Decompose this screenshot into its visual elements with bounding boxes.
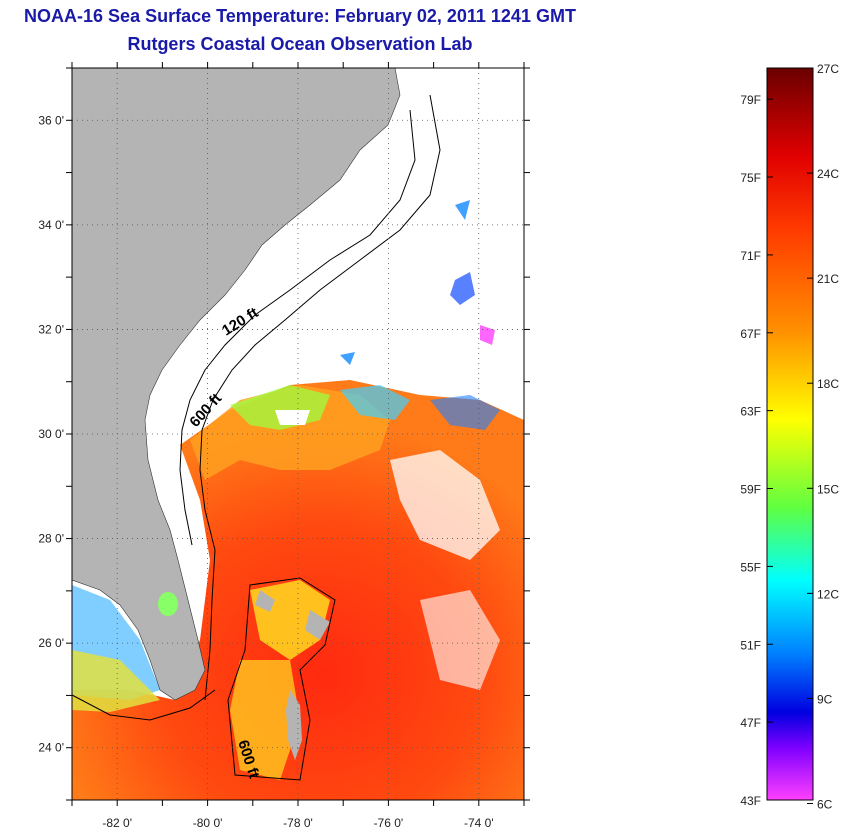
contour-120ft	[179, 109, 416, 546]
lat-tick-label: 26 0'	[38, 636, 64, 650]
colorbar-c-label: 15C	[817, 482, 839, 496]
lon-tick-label: -82 0'	[102, 816, 132, 830]
colorbar-f-label: 43F	[740, 794, 761, 808]
sst-bahamas-bank-2	[230, 660, 300, 780]
colorbar-c-label: 9C	[817, 692, 833, 706]
colorbar-c-label: 24C	[817, 167, 839, 181]
colorbar-ticks: 79F 75F 71F 67F 63F 59F 55F 51F 47F 43F 27C 24C 21C 1…	[740, 62, 839, 812]
page-subtitle: Rutgers Coastal Ocean Observation Lab	[127, 34, 473, 54]
lat-tick-label: 24 0'	[38, 741, 64, 755]
colorbar-f-label: 51F	[740, 638, 761, 652]
land-bahamas-3	[255, 590, 275, 612]
sst-fleck	[455, 200, 470, 220]
colorbar-f-label: 75F	[740, 171, 761, 185]
lat-tick-label: 28 0'	[38, 532, 64, 546]
contour-gulf	[72, 689, 216, 721]
colorbar-f-label: 63F	[740, 405, 761, 419]
lat-tick-label: 30 0'	[38, 427, 64, 441]
lon-tick-label: -80 0'	[193, 816, 223, 830]
lat-tick-label: 34 0'	[38, 218, 64, 232]
map-frame	[71, 67, 525, 801]
cloud-gap-3	[275, 410, 310, 425]
land-bahamas-2	[305, 610, 330, 640]
colorbar-f-label: 55F	[740, 560, 761, 574]
colorbar-c-label: 12C	[817, 587, 839, 601]
colorbar-c-label: 21C	[817, 272, 839, 286]
map-grid	[72, 68, 524, 800]
colorbar-f-label: 59F	[740, 483, 761, 497]
colorbar-f-label: 47F	[740, 716, 761, 730]
sst-cool-patch	[340, 385, 410, 420]
lat-tick-label: 32 0'	[38, 322, 64, 336]
page-title: NOAA-16 Sea Surface Temperature: Februar…	[24, 6, 576, 26]
colorbar-gradient	[766, 67, 814, 801]
lon-tick-label: -76 0'	[374, 816, 404, 830]
lon-tick-label: -78 0'	[283, 816, 313, 830]
colorbar-f-label: 71F	[740, 249, 761, 263]
colorbar-c-label: 6C	[817, 798, 833, 812]
colorbar-f-label: 79F	[740, 93, 761, 107]
colorbar-c-label: 18C	[817, 377, 839, 391]
lake-okeechobee	[158, 592, 178, 616]
cloud-gap-2	[420, 590, 500, 690]
map-axis-ticks: -82 0' -80 0' -78 0' -76 0' -74 0' 36 0' 34 0'…	[38, 62, 530, 830]
sst-fleck	[480, 325, 495, 345]
sst-gulf-yellow	[72, 650, 160, 712]
colorbar-f-label: 67F	[740, 327, 761, 341]
colorbar-c-label: 27C	[817, 62, 839, 76]
land-us-mainland	[72, 68, 401, 701]
cloud-gap	[390, 450, 500, 560]
lat-tick-label: 36 0'	[38, 113, 64, 127]
contour-600ft	[199, 94, 441, 701]
contour-bahamas	[227, 577, 336, 781]
sst-fleck	[450, 272, 475, 305]
sst-fleck	[340, 352, 355, 365]
land-bahamas	[286, 690, 302, 760]
sst-cool-patch-2	[430, 395, 500, 430]
lon-tick-label: -74 0'	[464, 816, 494, 830]
